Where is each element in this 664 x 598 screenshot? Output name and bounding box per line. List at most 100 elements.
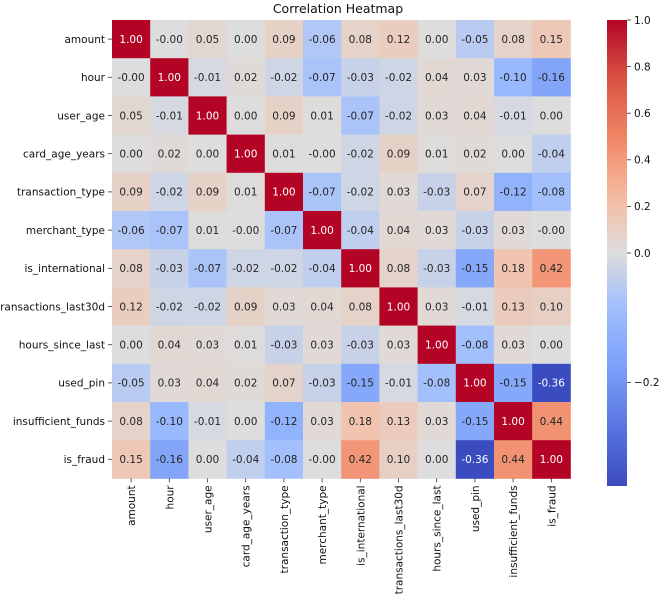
heatmap-cell-label: -0.02 (385, 72, 412, 84)
heatmap-cell-label: -0.03 (423, 187, 450, 199)
heatmap-cell-label: 0.08 (119, 416, 142, 428)
colorbar-tick-label: 0.0 (634, 248, 651, 260)
heatmap-cell-label: -0.03 (347, 340, 374, 352)
heatmap-cell-label: 0.12 (387, 34, 410, 46)
heatmap-cell (379, 211, 418, 250)
heatmap-cell-label: 0.00 (234, 416, 257, 428)
heatmap-cell (455, 402, 495, 441)
heatmap-cell (341, 249, 380, 288)
y-tick-label: hour (81, 72, 106, 84)
heatmap-cell (112, 402, 151, 441)
heatmap-cell (112, 134, 151, 174)
heatmap-cell-label: -0.03 (156, 263, 183, 275)
heatmap-cell-label: -0.03 (423, 263, 450, 275)
heatmap-cell-label: 0.00 (119, 149, 142, 161)
heatmap-cell (188, 211, 227, 250)
heatmap-cell (226, 287, 266, 326)
heatmap-cell (150, 58, 189, 97)
y-tick-label: amount (64, 34, 105, 46)
heatmap-cell (532, 440, 571, 479)
heatmap-cell (532, 134, 571, 174)
heatmap-cell-label: 0.09 (387, 149, 410, 161)
heatmap-cell (417, 134, 457, 174)
heatmap-cell-label: -0.01 (156, 110, 183, 122)
heatmap-cell (455, 211, 495, 250)
heatmap-cell (417, 287, 457, 326)
x-tick-label: insufficient_funds (508, 485, 520, 577)
heatmap-cell-label: 0.03 (425, 301, 448, 313)
heatmap-cell-label: 0.02 (234, 378, 257, 390)
heatmap-cell-label: 0.01 (234, 187, 257, 199)
heatmap-cell-label: 0.00 (119, 340, 142, 352)
heatmap-cell (150, 325, 189, 365)
heatmap-cell (379, 440, 418, 479)
heatmap-cell-label: -0.03 (270, 340, 297, 352)
heatmap-cell (532, 58, 571, 97)
heatmap-cell-label: 0.03 (425, 416, 448, 428)
heatmap-cell (188, 287, 227, 326)
colorbar-tick-label: 0.8 (634, 61, 651, 73)
heatmap-cell-label: 0.00 (196, 454, 219, 466)
x-tick-label: is_international (355, 485, 367, 565)
heatmap-cell-label: -0.07 (309, 187, 336, 199)
heatmap-cell (417, 363, 457, 403)
heatmap-cell-label: 0.08 (349, 34, 372, 46)
heatmap-cell (188, 172, 227, 212)
heatmap-cell-label: 0.13 (501, 301, 524, 313)
heatmap-cell-label: 1.00 (349, 263, 372, 275)
heatmap-cell-label: -0.36 (461, 454, 488, 466)
heatmap-cell (455, 363, 495, 403)
heatmap-cell (494, 325, 533, 365)
heatmap-cell-label: 0.00 (540, 340, 563, 352)
heatmap-cell (112, 58, 151, 97)
heatmap-cell (264, 249, 304, 288)
heatmap-cell-label: 1.00 (119, 34, 142, 46)
heatmap-cell (494, 211, 533, 250)
heatmap-cell (494, 287, 533, 326)
heatmap-cell (341, 440, 380, 479)
heatmap-cell (112, 287, 151, 326)
x-tick-label: transactions_last30d (394, 485, 406, 594)
heatmap-cell-label: -0.05 (461, 34, 488, 46)
heatmap-cell-label: -0.02 (232, 263, 259, 275)
heatmap-cell (532, 402, 571, 441)
heatmap-cell-label: -0.12 (270, 416, 297, 428)
heatmap-cell-label: 0.03 (310, 416, 333, 428)
heatmap-cell-label: 0.01 (310, 110, 333, 122)
heatmap-cell-label: -0.08 (461, 340, 488, 352)
heatmap-cell-label: -0.08 (538, 187, 565, 199)
heatmap-cell-label: -0.07 (309, 72, 336, 84)
heatmap-cell-label: 1.00 (540, 454, 563, 466)
heatmap-cell-label: 0.00 (234, 34, 257, 46)
heatmap-cell (379, 363, 418, 403)
heatmap-cell (494, 96, 533, 135)
heatmap-cell-label: -0.08 (270, 454, 297, 466)
heatmap-cell-label: -0.02 (270, 72, 297, 84)
heatmap-cell-label: 0.04 (158, 340, 182, 352)
heatmap-cell (112, 20, 151, 59)
heatmap-cell-label: -0.03 (347, 72, 374, 84)
heatmap-cell (532, 96, 571, 135)
heatmap-cell-label: 0.00 (501, 149, 524, 161)
heatmap-cell (112, 325, 151, 365)
heatmap-cell (150, 96, 189, 135)
heatmap-cell (341, 134, 380, 174)
heatmap-cell (532, 325, 571, 365)
heatmap-cell-label: 1.00 (310, 225, 333, 237)
heatmap-cell (264, 402, 304, 441)
heatmap-cell-label: -0.02 (194, 301, 221, 313)
heatmap-cell (188, 440, 227, 479)
heatmap-cell-label: -0.03 (461, 225, 488, 237)
heatmap-cell-label: 0.01 (234, 340, 257, 352)
heatmap-cell (264, 440, 304, 479)
heatmap-cell (494, 134, 533, 174)
heatmap-cell (341, 402, 380, 441)
heatmap-cell (303, 287, 342, 326)
heatmap-cell-label: -0.10 (500, 72, 527, 84)
heatmap-cell (226, 363, 266, 403)
heatmap-cells: 1.00 -0.00 0.05 0.00 0.09 -0.06 0.08 0.12 0.00 -0… (112, 20, 571, 479)
heatmap-cell-label: 0.04 (425, 72, 449, 84)
heatmap-cell (303, 325, 342, 365)
heatmap-cell-label: 0.07 (463, 187, 486, 199)
heatmap-cell-label: 0.05 (119, 110, 142, 122)
